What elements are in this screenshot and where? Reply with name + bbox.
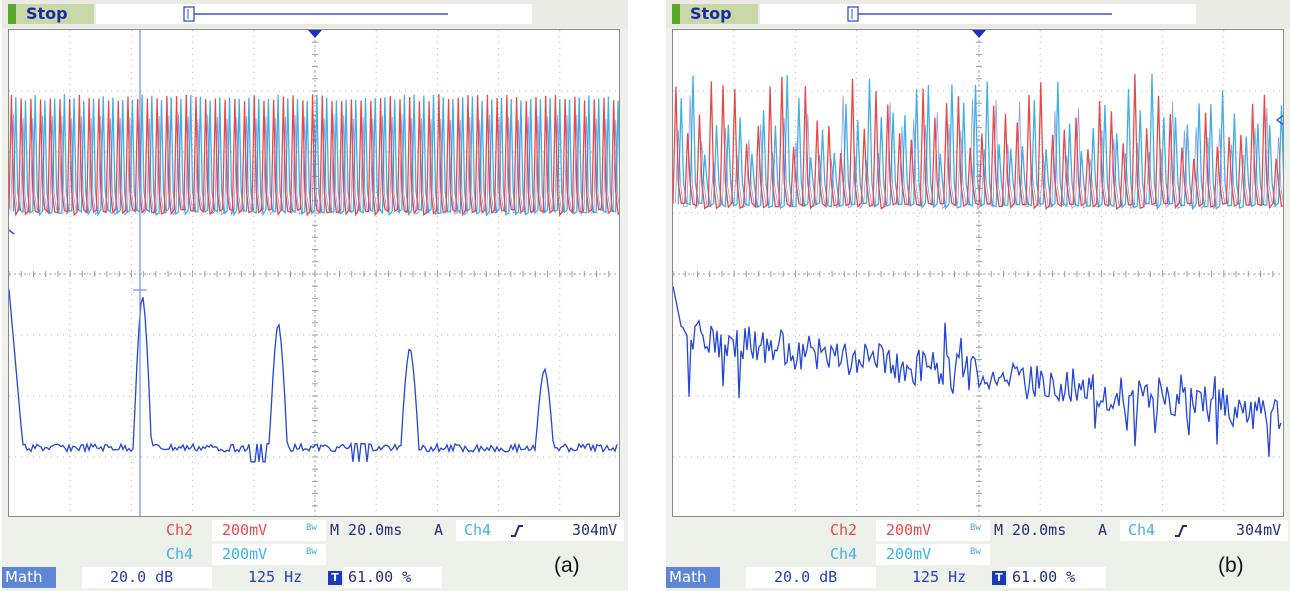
readout-area: Ch2 200mV Bw M 20.0ms A Ch4 304mV Ch4 20… (2, 518, 628, 591)
trigger-level: 304mV (572, 521, 618, 539)
math-scale-box[interactable] (746, 567, 876, 588)
ch2-scale-box[interactable] (212, 520, 326, 541)
math-ref-marker (9, 229, 15, 235)
ch2-trace (9, 94, 619, 217)
record-position-bar[interactable] (760, 4, 1196, 24)
trigger-position-icon: T (992, 571, 1006, 585)
oscilloscope-chart-a (9, 30, 619, 516)
trigger-box[interactable] (456, 520, 624, 541)
ch4-scale: 200mV (222, 545, 268, 563)
status-bar: Stop (2, 0, 628, 28)
math-fft-trace (673, 286, 1282, 457)
oscilloscope-chart-b (673, 30, 1283, 516)
graticule (9, 30, 619, 516)
status-bar: Stop (666, 0, 1290, 28)
scope-panel-b: Stop Ch2 200mV Bw M 20.0ms A Ch4 304mV C… (666, 0, 1290, 591)
record-position-indicator (847, 6, 1112, 22)
math-fft-trace (9, 289, 618, 463)
record-position-bar[interactable] (96, 4, 532, 24)
trigger-position-marker (972, 30, 986, 38)
trigger-position: 61.00 % (1012, 568, 1076, 586)
math-label[interactable]: Math (666, 567, 720, 588)
waveform-display-b[interactable] (672, 29, 1284, 517)
readout-area: Ch2 200mV Bw M 20.0ms A Ch4 304mV Ch4 20… (666, 518, 1290, 591)
bandwidth-limit-icon: Bw (306, 547, 317, 557)
trigger-position-box[interactable] (344, 567, 442, 588)
trigger-box[interactable] (1120, 520, 1288, 541)
ch2-label: Ch2 (830, 521, 858, 539)
bandwidth-limit-icon: Bw (970, 547, 981, 557)
bandwidth-limit-icon: Bw (970, 523, 981, 533)
scope-panel-a: Stop Ch2 200mV Bw M 20.0ms A Ch4 304mV C… (2, 0, 628, 591)
run-stop-status[interactable]: Stop (8, 4, 94, 24)
ch4-trace (677, 73, 1283, 211)
rising-edge-icon (511, 525, 523, 537)
math-scale-box[interactable] (82, 567, 212, 588)
timebase[interactable]: M 20.0ms (994, 521, 1067, 539)
trigger-level: 304mV (1236, 521, 1282, 539)
ch2-label: Ch2 (166, 521, 194, 539)
ch4-scale-box[interactable] (212, 544, 326, 565)
ch4-scale-box[interactable] (876, 544, 990, 565)
math-span: 125 Hz (912, 568, 967, 586)
ch4-ref-marker (1275, 114, 1283, 126)
run-stop-status[interactable]: Stop (672, 4, 758, 24)
waveform-display-a[interactable] (8, 29, 620, 517)
ch2-scale-box[interactable] (876, 520, 990, 541)
trigger-mode: A (434, 521, 444, 539)
ch2-scale: 200mV (222, 521, 268, 539)
math-scale: 20.0 dB (774, 568, 838, 586)
panel-label: (a) (554, 554, 580, 577)
ch4-label: Ch4 (830, 545, 858, 563)
trigger-position-box[interactable] (1008, 567, 1106, 588)
bandwidth-limit-icon: Bw (306, 523, 317, 533)
ch4-trace-overlay (675, 95, 1283, 210)
math-label[interactable]: Math (2, 567, 56, 588)
record-position-indicator (183, 6, 448, 22)
panel-label: (b) (1218, 554, 1244, 577)
ch4-label: Ch4 (166, 545, 194, 563)
timebase[interactable]: M 20.0ms (330, 521, 403, 539)
trigger-mode: A (1098, 521, 1108, 539)
trigger-position-icon: T (328, 571, 342, 585)
trigger-source: Ch4 (1128, 521, 1156, 539)
math-scale: 20.0 dB (110, 568, 174, 586)
math-span: 125 Hz (248, 568, 303, 586)
trigger-position-marker (308, 30, 322, 38)
ch2-scale: 200mV (886, 521, 932, 539)
trigger-position: 61.00 % (348, 568, 412, 586)
rising-edge-icon (1175, 525, 1187, 537)
ch4-scale: 200mV (886, 545, 932, 563)
trigger-source: Ch4 (464, 521, 492, 539)
graticule (673, 30, 1283, 516)
ch2-trace (673, 73, 1283, 211)
